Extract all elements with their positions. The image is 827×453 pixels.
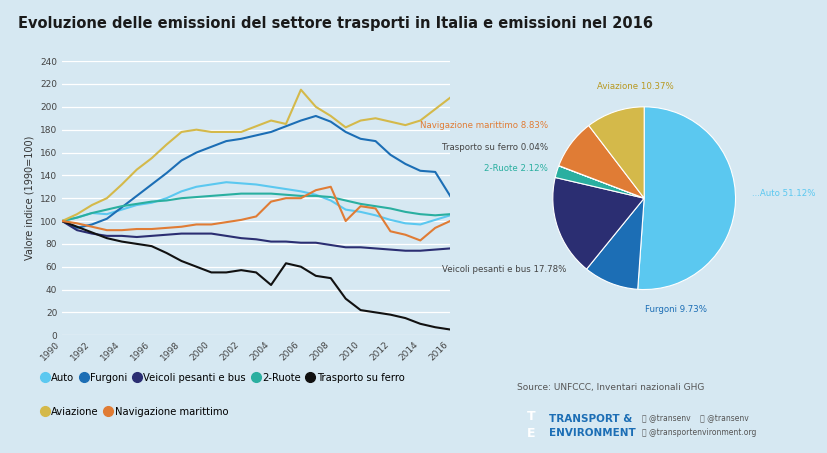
Wedge shape	[588, 107, 643, 198]
Wedge shape	[555, 166, 643, 198]
Text: T: T	[526, 410, 534, 423]
Wedge shape	[586, 198, 643, 289]
Legend: Aviazione, Navigazione marittimo: Aviazione, Navigazione marittimo	[38, 403, 232, 421]
Text: Source: UNFCCC, Inventari nazionali GHG: Source: UNFCCC, Inventari nazionali GHG	[517, 383, 704, 391]
Text: Furgoni 9.73%: Furgoni 9.73%	[644, 305, 706, 314]
Text: 🐦 @transportenvironment.org: 🐦 @transportenvironment.org	[641, 428, 755, 437]
Legend: Auto, Furgoni, Veicoli pesanti e bus, 2-Ruote, Trasporto su ferro: Auto, Furgoni, Veicoli pesanti e bus, 2-…	[38, 369, 409, 387]
Text: ENVIRONMENT: ENVIRONMENT	[548, 428, 635, 438]
Wedge shape	[637, 107, 734, 289]
Text: Trasporto su ferro 0.04%: Trasporto su ferro 0.04%	[442, 144, 547, 153]
Text: Veicoli pesanti e bus 17.78%: Veicoli pesanti e bus 17.78%	[442, 265, 566, 274]
Text: TRANSPORT &: TRANSPORT &	[548, 414, 632, 424]
Text: ...Auto 51.12%: ...Auto 51.12%	[751, 189, 815, 198]
Text: E: E	[526, 427, 534, 440]
Text: 🐦 @transenv    🐦 @transenv: 🐦 @transenv 🐦 @transenv	[641, 414, 748, 424]
Wedge shape	[558, 125, 643, 198]
Wedge shape	[558, 166, 643, 198]
Text: Aviazione 10.37%: Aviazione 10.37%	[596, 82, 672, 91]
Y-axis label: Valore indice (1990=100): Valore indice (1990=100)	[25, 136, 35, 260]
Text: Navigazione marittimo 8.83%: Navigazione marittimo 8.83%	[419, 120, 547, 130]
Wedge shape	[552, 178, 643, 269]
Text: 2-Ruote 2.12%: 2-Ruote 2.12%	[484, 164, 547, 173]
Text: Evoluzione delle emissioni del settore trasporti in Italia e emissioni nel 2016: Evoluzione delle emissioni del settore t…	[18, 16, 653, 31]
